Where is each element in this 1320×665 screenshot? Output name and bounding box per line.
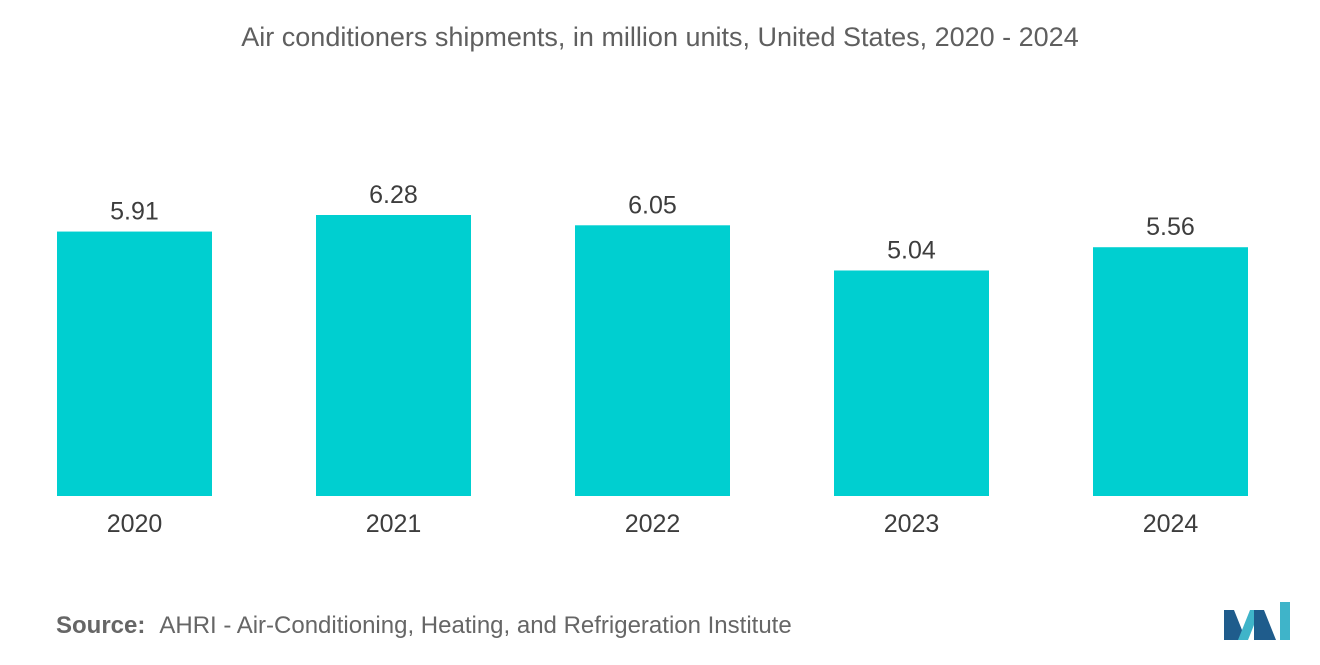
category-label-2024: 2024 bbox=[1143, 510, 1199, 538]
chart-title: Air conditioners shipments, in million u… bbox=[241, 22, 1079, 52]
bar-2021 bbox=[316, 215, 471, 496]
bar-2024 bbox=[1093, 247, 1248, 496]
bar-chart: 5.91 2020 6.28 2021 6.05 2022 5.04 2023 5.56 2024 bbox=[57, 181, 1248, 538]
value-label-2022: 6.05 bbox=[628, 191, 677, 219]
source-line: Source: AHRI - Air-Conditioning, Heating,… bbox=[56, 612, 792, 640]
category-label-2021: 2021 bbox=[366, 510, 422, 538]
bar-2023 bbox=[834, 270, 989, 496]
value-label-2024: 5.56 bbox=[1146, 213, 1195, 241]
source-text: AHRI - Air-Conditioning, Heating, and Re… bbox=[159, 612, 792, 639]
value-label-2020: 5.91 bbox=[110, 198, 159, 226]
value-label-2023: 5.04 bbox=[887, 236, 936, 264]
category-label-2020: 2020 bbox=[107, 510, 163, 538]
company-logo-icon bbox=[1224, 602, 1290, 640]
category-label-2022: 2022 bbox=[625, 510, 681, 538]
bar-2022 bbox=[575, 225, 730, 497]
value-label-2021: 6.28 bbox=[369, 181, 418, 209]
bar-2020 bbox=[57, 231, 212, 496]
source-label: Source: bbox=[56, 612, 146, 639]
category-label-2023: 2023 bbox=[884, 510, 940, 538]
